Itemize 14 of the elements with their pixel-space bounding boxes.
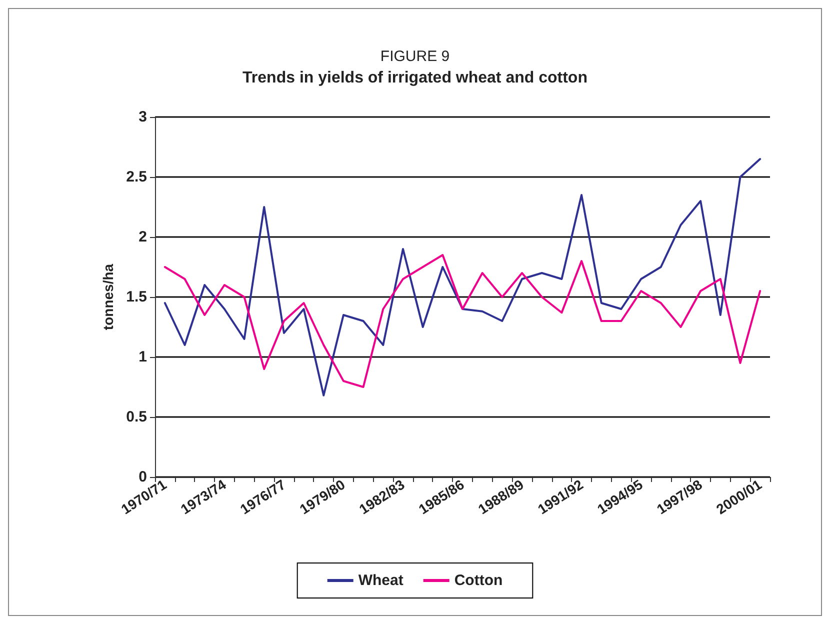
y-tick-label: 2.5 bbox=[126, 168, 147, 186]
legend-label: Cotton bbox=[454, 572, 503, 589]
line-series bbox=[164, 158, 762, 396]
legend-label: Wheat bbox=[358, 572, 404, 589]
y-tick-label: 2 bbox=[138, 228, 147, 246]
chart-subtitle: Trends in yields of irrigated wheat and cotton bbox=[242, 70, 588, 86]
y-tick-label: 3 bbox=[138, 108, 147, 126]
chart-title: FIGURE 9 bbox=[380, 48, 450, 65]
y-tick-label: 0.5 bbox=[126, 408, 147, 426]
line-series bbox=[164, 254, 762, 388]
y-axis-title: tonnes/ha bbox=[100, 264, 116, 330]
y-tick-label: 1 bbox=[138, 348, 147, 366]
y-tick-label: 0 bbox=[138, 468, 147, 486]
y-tick-label: 1.5 bbox=[126, 288, 147, 306]
